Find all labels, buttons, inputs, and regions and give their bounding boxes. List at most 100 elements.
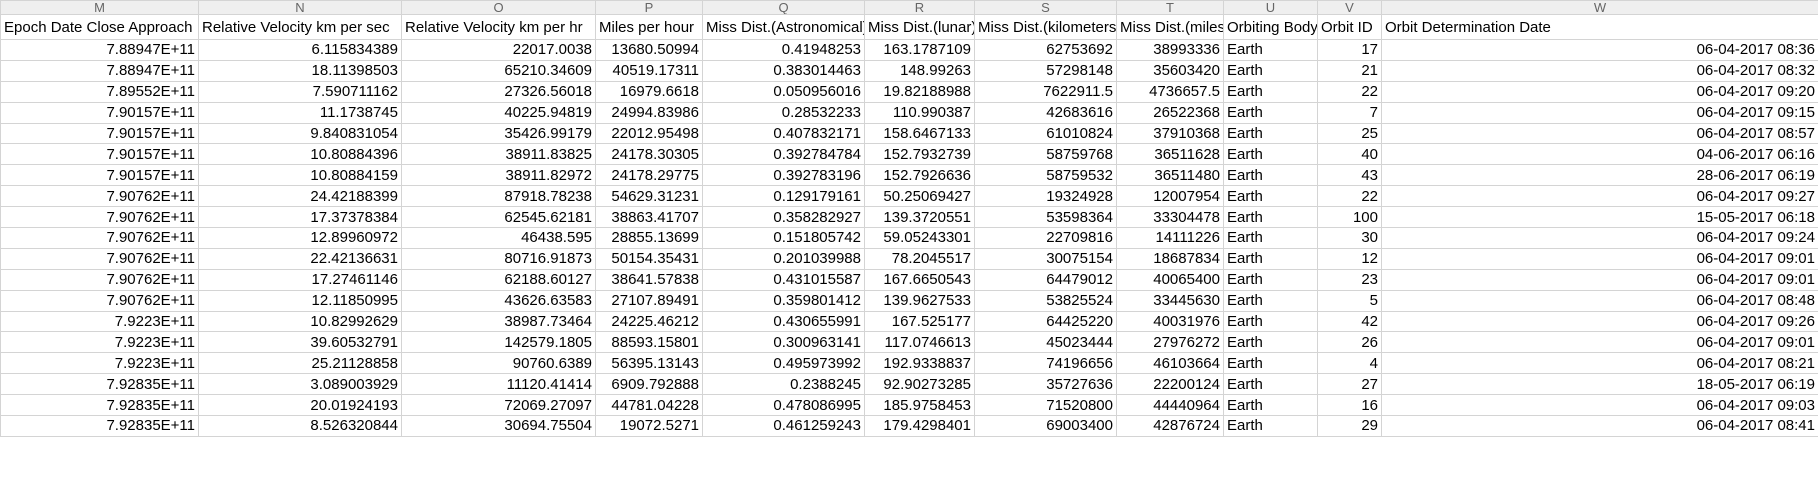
table-cell[interactable]: 24178.29775: [595, 164, 703, 187]
table-cell[interactable]: 62545.62181: [401, 206, 596, 229]
table-cell[interactable]: 7.590711162: [198, 80, 402, 103]
header-cell[interactable]: Miss Dist.(lunar): [864, 14, 975, 40]
table-cell[interactable]: 7.90762E+11: [0, 206, 199, 229]
column-letter-s[interactable]: S: [974, 0, 1117, 15]
table-cell[interactable]: 42876724: [1116, 415, 1224, 437]
table-cell[interactable]: 38911.82972: [401, 164, 596, 187]
table-cell[interactable]: 06-04-2017 09:03: [1381, 394, 1818, 417]
table-cell[interactable]: 06-04-2017 09:26: [1381, 310, 1818, 333]
table-cell[interactable]: 30: [1317, 227, 1382, 249]
table-cell[interactable]: 25.21128858: [198, 352, 402, 375]
table-cell[interactable]: 40519.17311: [595, 59, 703, 82]
table-cell[interactable]: 10.82992629: [198, 310, 402, 333]
table-cell[interactable]: 17.27461146: [198, 268, 402, 291]
table-cell[interactable]: 22200124: [1116, 373, 1224, 396]
table-cell[interactable]: 0.478086995: [702, 394, 865, 417]
table-cell[interactable]: 44781.04228: [595, 394, 703, 417]
table-cell[interactable]: 11120.41414: [401, 373, 596, 396]
table-cell[interactable]: 7.90157E+11: [0, 122, 199, 145]
table-cell[interactable]: 56395.13143: [595, 352, 703, 375]
table-cell[interactable]: 45023444: [974, 331, 1117, 354]
table-cell[interactable]: 50154.35431: [595, 247, 703, 270]
header-cell[interactable]: Miss Dist.(miles): [1116, 14, 1224, 40]
table-cell[interactable]: 06-04-2017 09:24: [1381, 227, 1818, 249]
table-cell[interactable]: 62753692: [974, 39, 1117, 61]
table-cell[interactable]: 17.37378384: [198, 206, 402, 229]
table-cell[interactable]: 0.358282927: [702, 206, 865, 229]
table-cell[interactable]: 72069.27097: [401, 394, 596, 417]
table-cell[interactable]: 0.129179161: [702, 185, 865, 208]
table-cell[interactable]: 24.42188399: [198, 185, 402, 208]
column-letter-n[interactable]: N: [198, 0, 402, 15]
table-cell[interactable]: 30694.75504: [401, 415, 596, 437]
table-cell[interactable]: 06-04-2017 09:01: [1381, 331, 1818, 354]
table-cell[interactable]: 06-04-2017 09:01: [1381, 247, 1818, 270]
table-cell[interactable]: 59.05243301: [864, 227, 975, 249]
table-cell[interactable]: 7.92835E+11: [0, 373, 199, 396]
table-cell[interactable]: 06-04-2017 08:21: [1381, 352, 1818, 375]
table-cell[interactable]: 40031976: [1116, 310, 1224, 333]
column-letter-p[interactable]: P: [595, 0, 703, 15]
table-cell[interactable]: 21: [1317, 59, 1382, 82]
table-cell[interactable]: 110.990387: [864, 101, 975, 124]
table-cell[interactable]: 27: [1317, 373, 1382, 396]
header-cell[interactable]: Orbiting Body: [1223, 14, 1318, 40]
table-cell[interactable]: 61010824: [974, 122, 1117, 145]
table-cell[interactable]: 12007954: [1116, 185, 1224, 208]
table-cell[interactable]: 27976272: [1116, 331, 1224, 354]
table-cell[interactable]: 38863.41707: [595, 206, 703, 229]
table-cell[interactable]: 80716.91873: [401, 247, 596, 270]
table-cell[interactable]: 158.6467133: [864, 122, 975, 145]
table-cell[interactable]: 11.1738745: [198, 101, 402, 124]
table-cell[interactable]: 117.0746613: [864, 331, 975, 354]
table-cell[interactable]: 38993336: [1116, 39, 1224, 61]
table-cell[interactable]: 8.526320844: [198, 415, 402, 437]
table-cell[interactable]: Earth: [1223, 164, 1318, 187]
table-cell[interactable]: Earth: [1223, 122, 1318, 145]
table-cell[interactable]: 6.115834389: [198, 39, 402, 61]
table-cell[interactable]: 0.431015587: [702, 268, 865, 291]
table-cell[interactable]: 27107.89491: [595, 289, 703, 312]
table-cell[interactable]: 19.82188988: [864, 80, 975, 103]
table-cell[interactable]: 7.90157E+11: [0, 143, 199, 166]
table-cell[interactable]: 74196656: [974, 352, 1117, 375]
table-cell[interactable]: 64479012: [974, 268, 1117, 291]
table-cell[interactable]: Earth: [1223, 352, 1318, 375]
table-cell[interactable]: 7.88947E+11: [0, 39, 199, 61]
table-cell[interactable]: 22: [1317, 185, 1382, 208]
table-cell[interactable]: 06-04-2017 09:27: [1381, 185, 1818, 208]
table-cell[interactable]: 04-06-2017 06:16: [1381, 143, 1818, 166]
table-cell[interactable]: 15-05-2017 06:18: [1381, 206, 1818, 229]
table-cell[interactable]: 163.1787109: [864, 39, 975, 61]
table-cell[interactable]: 28-06-2017 06:19: [1381, 164, 1818, 187]
table-cell[interactable]: 0.495973992: [702, 352, 865, 375]
table-cell[interactable]: 0.300963141: [702, 331, 865, 354]
header-cell[interactable]: Miss Dist.(kilometers): [974, 14, 1117, 40]
table-cell[interactable]: 10.80884159: [198, 164, 402, 187]
table-cell[interactable]: 18-05-2017 06:19: [1381, 373, 1818, 396]
column-letter-u[interactable]: U: [1223, 0, 1318, 15]
table-cell[interactable]: 7.90157E+11: [0, 101, 199, 124]
table-cell[interactable]: 18687834: [1116, 247, 1224, 270]
table-cell[interactable]: 40: [1317, 143, 1382, 166]
table-cell[interactable]: 88593.15801: [595, 331, 703, 354]
table-cell[interactable]: 64425220: [974, 310, 1117, 333]
table-cell[interactable]: 35426.99179: [401, 122, 596, 145]
table-cell[interactable]: 33304478: [1116, 206, 1224, 229]
table-cell[interactable]: 0.41948253: [702, 39, 865, 61]
table-cell[interactable]: Earth: [1223, 143, 1318, 166]
table-cell[interactable]: 23: [1317, 268, 1382, 291]
table-cell[interactable]: 35603420: [1116, 59, 1224, 82]
table-cell[interactable]: 0.28532233: [702, 101, 865, 124]
table-cell[interactable]: 142579.1805: [401, 331, 596, 354]
table-cell[interactable]: Earth: [1223, 310, 1318, 333]
table-cell[interactable]: 50.25069427: [864, 185, 975, 208]
table-cell[interactable]: 25: [1317, 122, 1382, 145]
table-cell[interactable]: Earth: [1223, 39, 1318, 61]
table-cell[interactable]: 167.525177: [864, 310, 975, 333]
table-cell[interactable]: 53598364: [974, 206, 1117, 229]
table-cell[interactable]: Earth: [1223, 268, 1318, 291]
table-cell[interactable]: Earth: [1223, 289, 1318, 312]
table-cell[interactable]: 06-04-2017 09:15: [1381, 101, 1818, 124]
table-cell[interactable]: 0.430655991: [702, 310, 865, 333]
